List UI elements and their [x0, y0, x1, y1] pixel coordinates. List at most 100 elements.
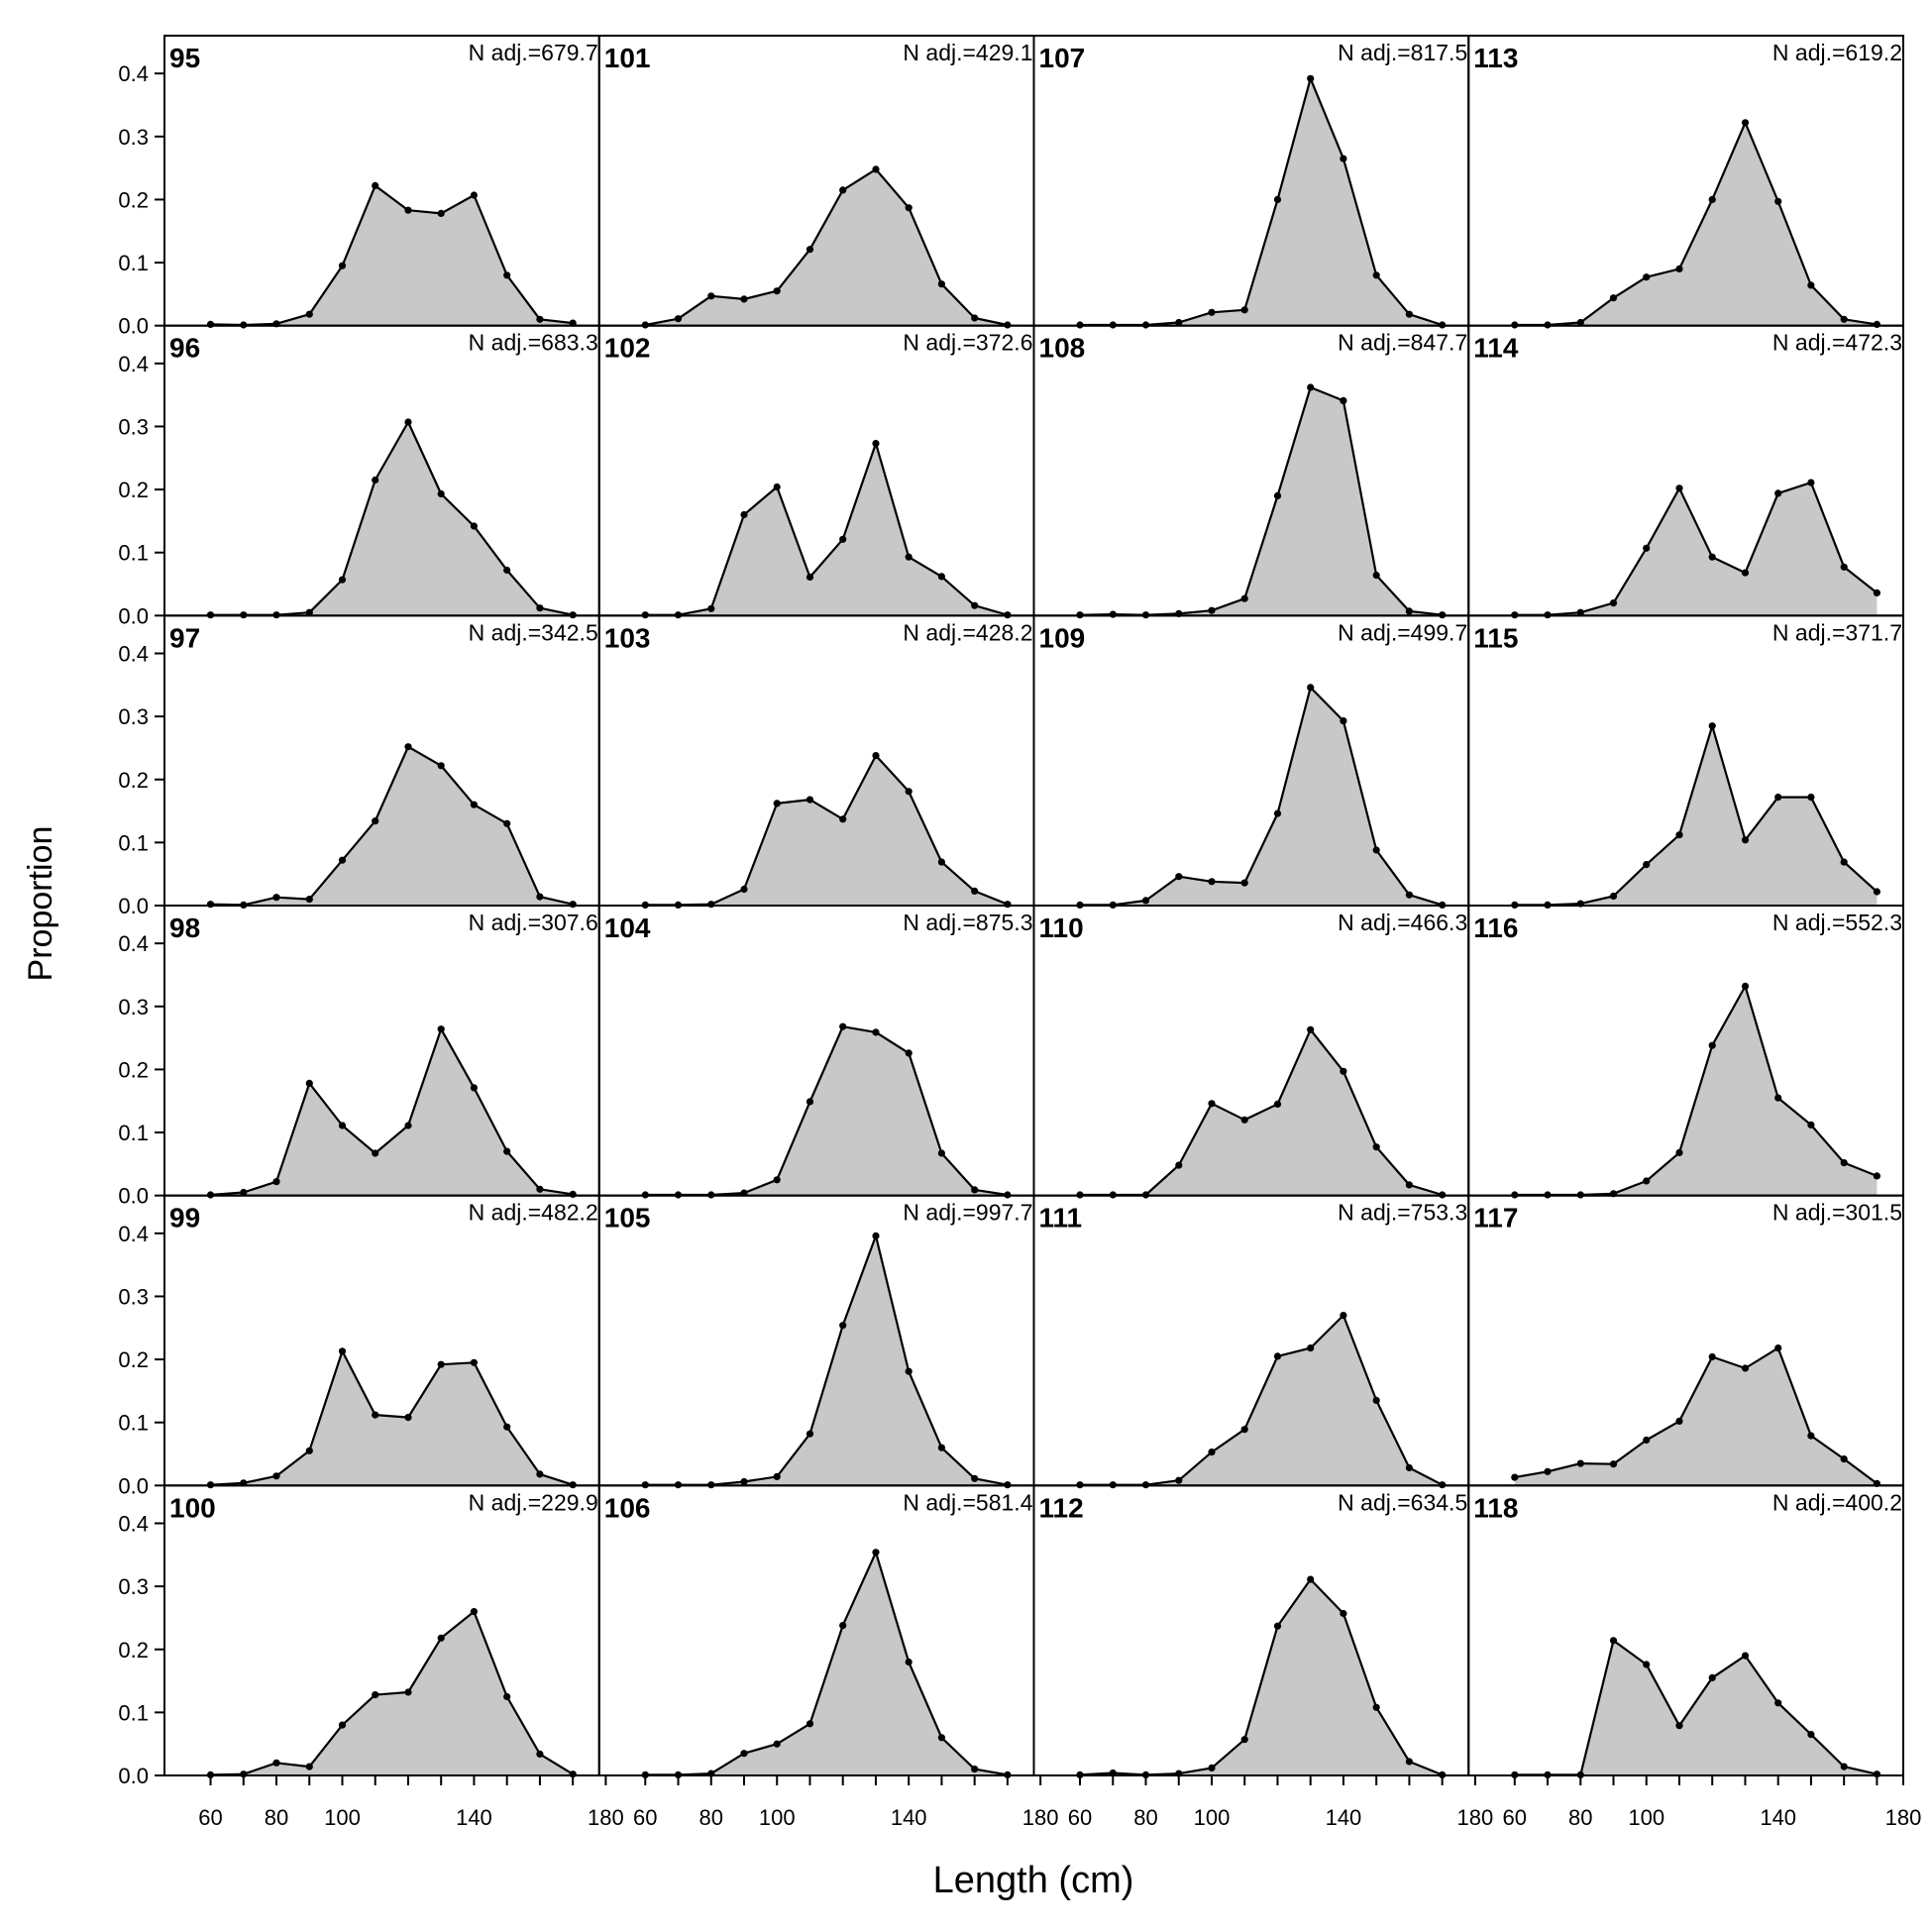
data-point	[839, 186, 847, 194]
series-line	[1514, 724, 1878, 907]
x-axis-label: Length (cm)	[933, 1860, 1134, 1901]
data-point	[905, 553, 912, 561]
area-fill	[1514, 986, 1878, 1196]
data-point	[773, 1472, 781, 1480]
x-tick-label: 100	[324, 1805, 361, 1830]
y-tick-label: 0.4	[118, 61, 149, 86]
panel-frame	[1467, 1484, 1904, 1777]
panel-113: 113 N adj.=619.2	[1467, 35, 1904, 329]
panel-114: 114 N adj.=472.3	[1467, 324, 1904, 619]
panel-n-label: N adj.=307.6	[469, 910, 598, 935]
data-point	[740, 885, 748, 894]
panel-n-label: N adj.=482.2	[469, 1200, 598, 1226]
series-line	[210, 1027, 574, 1197]
data-point	[536, 1185, 544, 1193]
data-point	[240, 1188, 248, 1197]
panel-105: 105 N adj.=997.7	[597, 1194, 1035, 1489]
data-point	[1643, 273, 1651, 281]
data-point	[1340, 1609, 1347, 1618]
data-point	[338, 1721, 347, 1729]
data-point	[905, 788, 912, 796]
data-point	[1643, 861, 1651, 869]
data-point	[1873, 1172, 1880, 1180]
data-point	[305, 1079, 313, 1087]
data-point	[805, 1098, 814, 1106]
data-point	[872, 1028, 880, 1036]
data-point	[305, 608, 313, 616]
data-point	[740, 510, 748, 519]
data-point	[1643, 1436, 1651, 1445]
data-point	[536, 1750, 544, 1758]
panel-title: 114	[1473, 333, 1519, 364]
data-point	[1208, 308, 1216, 316]
data-point	[1405, 1758, 1413, 1766]
data-point	[937, 858, 946, 866]
area-fill	[210, 746, 574, 906]
data-point	[305, 310, 313, 318]
panel-frame	[1032, 324, 1470, 617]
data-point	[905, 1049, 912, 1057]
series-line	[645, 442, 1009, 616]
data-point	[1208, 606, 1216, 614]
panel-title: 101	[604, 43, 651, 73]
panel-n-label: N adj.=552.3	[1772, 910, 1902, 935]
x-tick-label: 80	[1133, 1805, 1157, 1830]
x-tick-label: 180	[1022, 1805, 1059, 1830]
data-point	[569, 1190, 577, 1198]
data-point	[536, 1470, 544, 1478]
area-fill	[1080, 687, 1443, 906]
panel-n-label: N adj.=429.1	[903, 40, 1032, 65]
data-point	[937, 1734, 946, 1742]
data-point	[1840, 563, 1848, 571]
data-point	[1675, 1417, 1683, 1425]
data-point	[470, 1358, 478, 1366]
data-point	[372, 181, 379, 189]
data-point	[872, 1549, 880, 1556]
data-point	[1511, 1473, 1519, 1481]
series-line	[210, 1610, 574, 1776]
data-point	[1307, 1344, 1315, 1352]
series-line	[645, 1551, 1009, 1776]
panel-n-label: N adj.=683.3	[469, 330, 598, 356]
data-point	[305, 1447, 313, 1454]
panel-104: 104 N adj.=875.3	[597, 905, 1035, 1199]
data-point	[372, 1411, 379, 1419]
x-tick-label: 60	[1503, 1805, 1527, 1830]
data-point	[536, 315, 544, 323]
data-point	[503, 1147, 511, 1155]
area-fill	[645, 1235, 1008, 1486]
data-point	[773, 1740, 781, 1748]
y-tick-label: 0.2	[118, 187, 149, 212]
data-point	[404, 418, 412, 426]
area-fill	[1514, 122, 1878, 326]
y-tick-label: 0.2	[118, 1638, 149, 1663]
data-point	[503, 271, 511, 279]
panel-117: 117 N adj.=301.5	[1467, 1194, 1904, 1487]
panel-n-label: N adj.=875.3	[903, 910, 1032, 935]
y-tick-label: 0.4	[118, 931, 149, 956]
data-point	[971, 1186, 979, 1194]
panel-n-label: N adj.=400.2	[1772, 1489, 1902, 1515]
data-point	[1873, 320, 1880, 328]
panel-title: 100	[169, 1492, 216, 1523]
data-point	[1576, 1459, 1584, 1467]
y-tick-label: 0.4	[118, 1512, 149, 1537]
panel-title: 108	[1039, 333, 1086, 364]
y-tick-label: 0.0	[118, 894, 149, 918]
data-point	[872, 1232, 880, 1239]
y-tick-label: 0.3	[118, 1284, 149, 1309]
series-line	[1514, 482, 1878, 616]
data-point	[1141, 897, 1150, 905]
panel-99: 99 N adj.=482.2	[163, 1194, 600, 1489]
panel-title: 98	[169, 912, 200, 943]
series-line	[210, 184, 574, 327]
area-fill	[1514, 1347, 1878, 1486]
data-point	[1873, 589, 1880, 597]
panel-111: 111 N adj.=753.3	[1032, 1194, 1470, 1489]
data-point	[1372, 572, 1380, 580]
y-tick-label: 0.4	[118, 352, 149, 376]
area-fill	[645, 443, 1008, 616]
panel-title: 111	[1039, 1203, 1083, 1234]
data-point	[372, 1149, 379, 1157]
data-point	[1405, 310, 1413, 318]
